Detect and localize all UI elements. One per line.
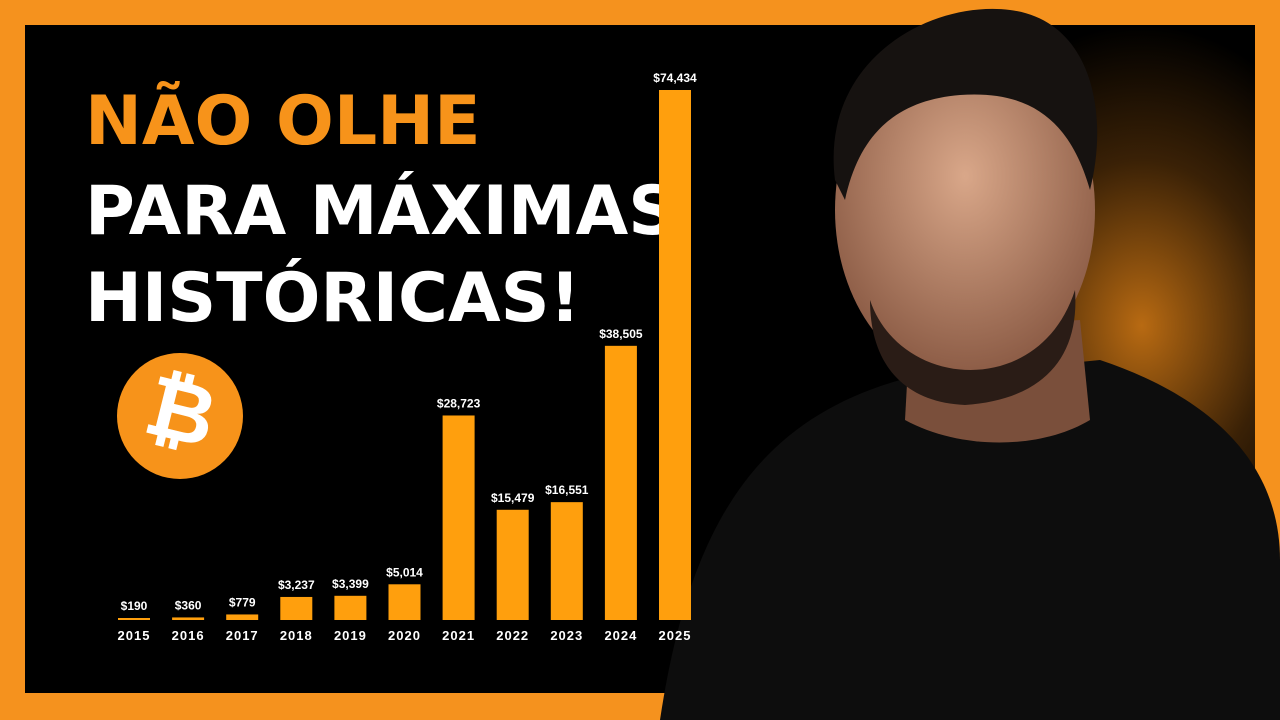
x-tick-label: 2022 — [496, 628, 529, 643]
value-label: $360 — [175, 598, 202, 612]
bar — [604, 345, 637, 620]
headline: NÃO OLHE PARA MÁXIMAS HISTÓRICAS! — [85, 81, 677, 338]
x-tick-label: 2017 — [226, 628, 259, 643]
value-label: $74,434 — [653, 71, 697, 85]
x-tick-label: 2015 — [118, 628, 151, 643]
headline-line: PARA MÁXIMAS — [85, 171, 677, 251]
value-label: $5,014 — [386, 565, 423, 579]
value-label: $3,237 — [278, 578, 315, 592]
value-label: $38,505 — [599, 327, 643, 341]
bitcoin-logo — [117, 353, 243, 479]
value-label: $15,479 — [491, 491, 535, 505]
bar — [496, 509, 529, 620]
value-label: $16,551 — [545, 483, 589, 497]
x-tick-label: 2024 — [604, 628, 637, 643]
bar — [550, 502, 583, 620]
bar — [659, 90, 691, 620]
x-tick-label: 2018 — [280, 628, 313, 643]
x-tick-label: 2023 — [550, 628, 583, 643]
bar — [442, 415, 475, 620]
x-tick-label: 2021 — [442, 628, 475, 643]
bar — [172, 617, 205, 620]
bar — [388, 584, 421, 620]
person — [660, 8, 1280, 720]
value-label: $3,399 — [332, 577, 369, 591]
bar-chart: $190 2015 $360 2016 $779 2017 $3,237 2018 $3,399… — [118, 71, 697, 643]
bar — [334, 595, 367, 620]
x-tick-label: 2016 — [172, 628, 205, 643]
headline-line: HISTÓRICAS! — [85, 258, 581, 338]
value-label: $190 — [121, 599, 148, 613]
value-label: $28,723 — [437, 396, 481, 410]
x-tick-label: 2020 — [388, 628, 421, 643]
value-label: $779 — [229, 595, 256, 609]
headline-line: NÃO OLHE — [85, 81, 481, 161]
x-tick-label: 2025 — [659, 628, 692, 643]
bar — [280, 596, 313, 620]
x-tick-label: 2019 — [334, 628, 367, 643]
bar — [118, 618, 150, 620]
bar — [226, 614, 259, 620]
